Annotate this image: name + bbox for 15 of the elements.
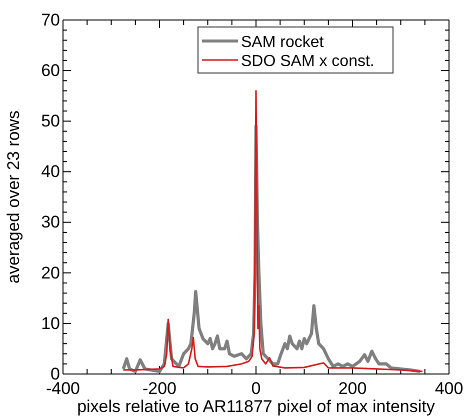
x-axis-title: pixels relative to AR11877 pixel of max intensity	[77, 397, 436, 416]
y-tick-label: 20	[41, 263, 60, 282]
x-tick-label: 400	[434, 379, 464, 398]
y-tick-label: 30	[41, 212, 60, 232]
legend-label: SAM rocket	[241, 34, 324, 51]
x-tick-label: -200	[142, 379, 177, 398]
y-tick-label: 50	[41, 112, 60, 131]
y-tick-label: 40	[41, 162, 60, 182]
y-tick-label: 70	[41, 10, 60, 30]
x-tick-label: 200	[338, 379, 367, 398]
x-tick-label: 0	[251, 379, 261, 398]
legend-label: SDO SAM x const.	[241, 53, 374, 70]
y-axis-title: averaged over 23 rows	[4, 110, 23, 284]
y-tick-label: 10	[41, 314, 60, 333]
y-tick-label: 60	[41, 61, 60, 80]
